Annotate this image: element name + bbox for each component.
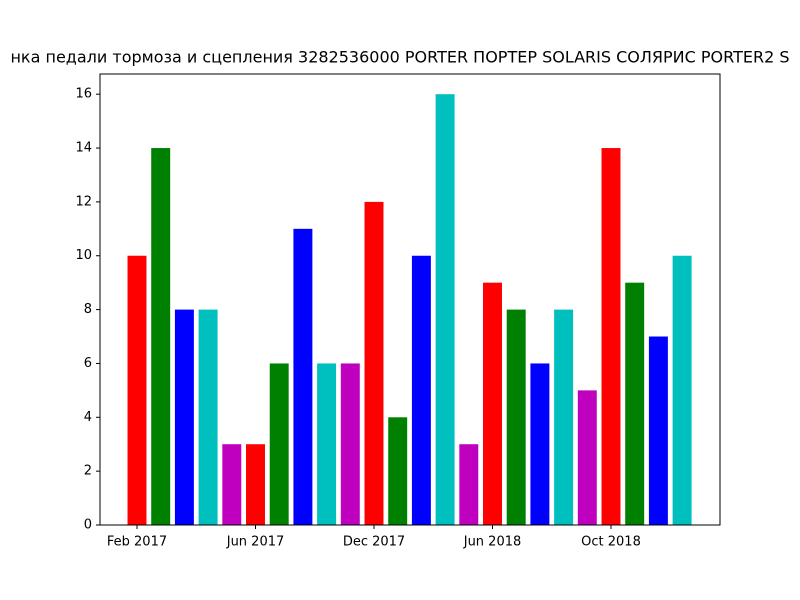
bar bbox=[222, 444, 242, 525]
bar bbox=[554, 309, 574, 525]
y-tick-label: 6 bbox=[84, 356, 92, 371]
y-tick-label: 14 bbox=[75, 141, 92, 156]
y-tick-label: 4 bbox=[84, 410, 92, 425]
bar bbox=[174, 309, 194, 525]
bar bbox=[506, 309, 526, 525]
x-tick-label: Jun 2018 bbox=[463, 535, 522, 550]
bar bbox=[530, 363, 550, 525]
x-tick-label: Jun 2017 bbox=[226, 535, 285, 550]
bar bbox=[459, 444, 479, 525]
bar bbox=[483, 282, 502, 525]
y-tick-label: 10 bbox=[75, 248, 92, 263]
bar bbox=[293, 228, 313, 525]
bar bbox=[388, 417, 408, 525]
plot-frame bbox=[99, 73, 721, 526]
bar bbox=[198, 309, 218, 525]
bar bbox=[246, 444, 265, 525]
bar bbox=[601, 148, 621, 525]
bar bbox=[577, 390, 597, 525]
bar bbox=[411, 255, 431, 525]
bar bbox=[127, 255, 147, 525]
y-tick-label: 0 bbox=[84, 518, 92, 533]
bar bbox=[364, 201, 384, 526]
bar bbox=[151, 148, 171, 525]
y-tick-label: 2 bbox=[84, 464, 92, 479]
bar bbox=[625, 282, 645, 525]
x-tick-label: Dec 2017 bbox=[343, 535, 405, 550]
bar bbox=[269, 363, 289, 525]
y-tick-label: 8 bbox=[84, 302, 92, 317]
x-tick-label: Oct 2018 bbox=[581, 535, 641, 550]
bar bbox=[672, 255, 692, 525]
chart-title: нка педали тормоза и сцепления 328253600… bbox=[10, 48, 789, 67]
bar bbox=[340, 363, 360, 525]
bar bbox=[648, 336, 668, 525]
bar bbox=[317, 363, 337, 525]
x-tick-label: Feb 2017 bbox=[107, 535, 167, 550]
y-tick-label: 16 bbox=[75, 87, 92, 102]
bar bbox=[435, 94, 455, 525]
y-tick-label: 12 bbox=[75, 194, 92, 209]
